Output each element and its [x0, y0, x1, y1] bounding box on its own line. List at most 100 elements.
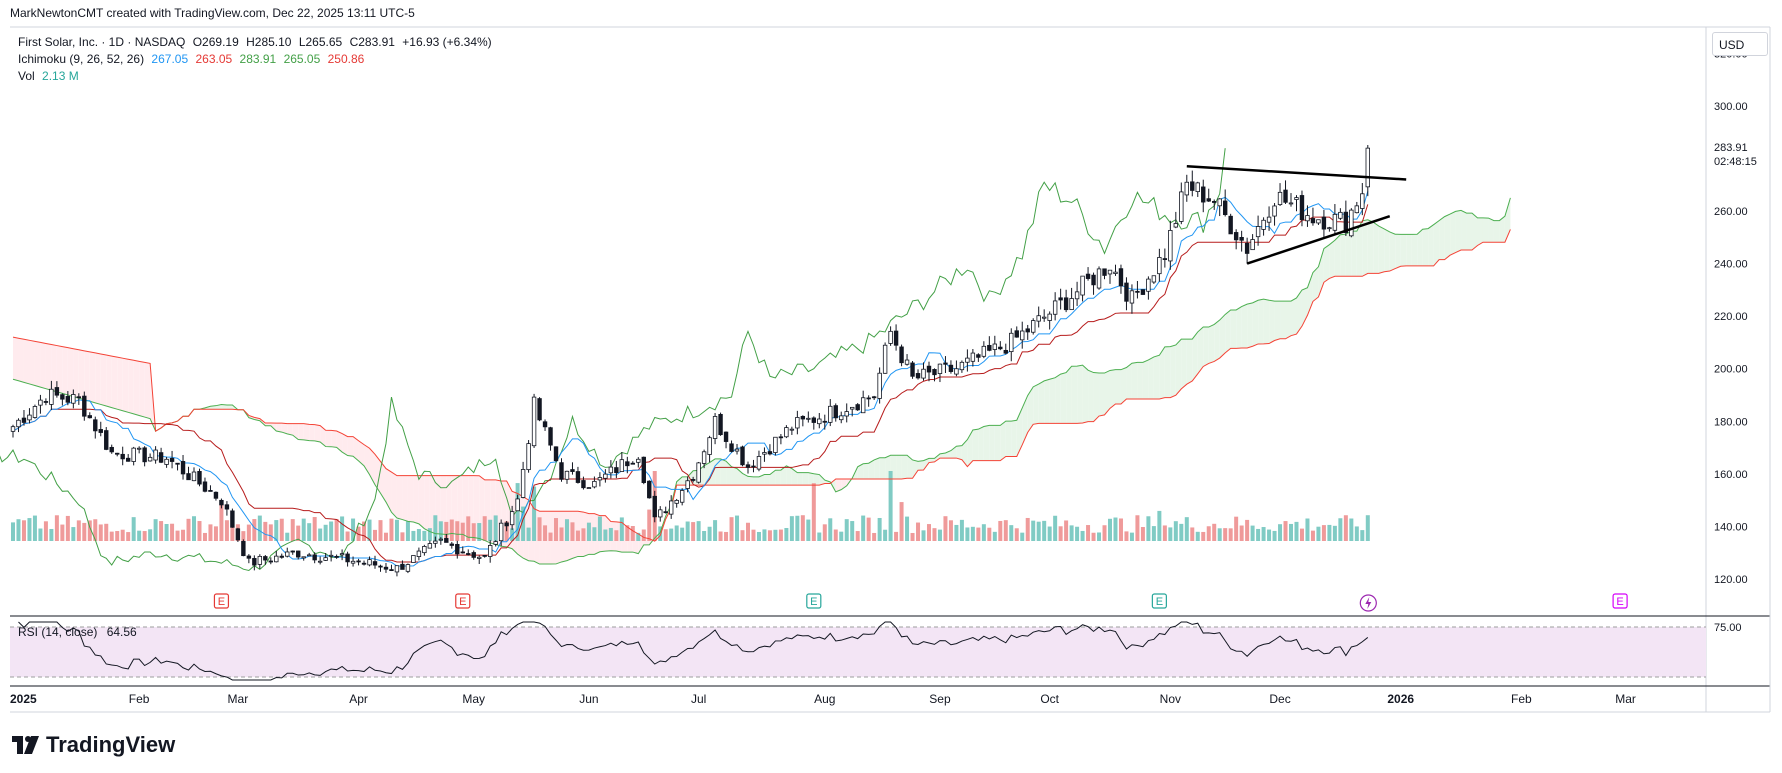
candle-body	[663, 511, 668, 514]
cloud-segment	[874, 457, 880, 479]
candle-body	[1294, 197, 1299, 200]
volume-bar	[696, 521, 701, 541]
volume-bar	[1212, 523, 1217, 541]
earnings-marker-letter: E	[810, 596, 817, 608]
cloud-segment	[1071, 366, 1078, 424]
cloud-segment	[1208, 324, 1215, 364]
volume-bar	[543, 525, 548, 541]
cloud-segment	[907, 455, 913, 479]
candle-body	[350, 560, 356, 564]
volume-bar	[828, 518, 833, 541]
volume-bar	[21, 520, 26, 541]
candle-body	[970, 352, 976, 362]
volume-bar	[285, 532, 290, 541]
volume-bar	[850, 521, 855, 541]
cloud-segment	[720, 458, 727, 486]
cloud-segment	[1433, 220, 1440, 266]
candle-body	[422, 546, 427, 554]
next-earnings-marker	[1612, 593, 1628, 609]
cloud-segment	[1411, 234, 1418, 266]
volume-bar	[471, 523, 476, 541]
cloud-segment	[1164, 346, 1171, 398]
ichimoku-legend-row[interactable]: Ichimoku (9, 26, 52, 26) 267.05 263.05 2…	[18, 51, 496, 68]
cloud-segment	[1499, 216, 1505, 243]
candle-body	[817, 418, 822, 425]
last-price-label: 283.91	[1714, 142, 1748, 154]
currency-button[interactable]: USD	[1712, 32, 1768, 56]
volume-bar	[724, 531, 729, 541]
volume-legend-row[interactable]: Vol 2.13 M	[18, 68, 496, 85]
tradingview-logo[interactable]: TradingView	[12, 732, 175, 758]
volume-bar	[789, 516, 794, 541]
candle-body	[433, 540, 438, 544]
time-tick-label: Jul	[691, 692, 706, 706]
volume-bars	[11, 471, 1370, 541]
countdown-label: 02:48:15	[1714, 156, 1757, 168]
volume-bar	[888, 471, 893, 541]
candle-body	[27, 414, 32, 421]
candle-body	[866, 397, 871, 400]
time-tick-label: Oct	[1040, 692, 1059, 706]
volume-bar	[416, 529, 421, 541]
price-tick-label: 260.00	[1714, 206, 1748, 218]
candle-body	[1157, 257, 1162, 275]
volume-bar	[115, 531, 120, 541]
candle-body	[899, 346, 904, 364]
cloud-segment	[1214, 320, 1220, 362]
volume-bar	[1294, 521, 1299, 541]
volume-bar	[290, 519, 295, 541]
candle-body	[1195, 182, 1200, 193]
volume-bar	[1020, 532, 1025, 541]
cloud-segment	[764, 474, 770, 486]
cloud-segment	[813, 473, 820, 486]
candle-body	[921, 368, 926, 379]
candle-body	[1118, 268, 1124, 287]
time-axis[interactable]: 2025 Feb Mar Apr May Jun Jul Aug Sep Oct Nov Dec 202…	[10, 692, 1636, 706]
time-tick-label: Nov	[1160, 692, 1181, 706]
cloud-segment	[117, 357, 123, 411]
conversion-line-value: 267.05	[151, 52, 189, 66]
cloud-segment	[758, 474, 765, 486]
trendlines[interactable]	[1186, 165, 1407, 265]
volume-bar	[570, 522, 575, 541]
candle-body	[1360, 193, 1365, 209]
candle-body	[1349, 209, 1354, 237]
volume-bar	[340, 516, 345, 541]
rsi-level-label: 75.00	[1714, 622, 1742, 634]
volume-bar	[1014, 528, 1019, 541]
lagging-span-line	[0, 148, 1226, 572]
candle-body	[65, 396, 71, 403]
candle-body	[1025, 328, 1030, 333]
candle-body	[109, 446, 114, 453]
volume-bar	[1118, 518, 1123, 541]
candle-body	[597, 477, 603, 481]
cloud-segment	[1269, 300, 1275, 344]
candle-body	[800, 415, 806, 420]
cloud-segment	[1159, 346, 1165, 399]
volume-bar	[751, 529, 756, 541]
cloud-segment	[303, 423, 310, 441]
volume-bar	[444, 521, 449, 541]
rsi-legend[interactable]: RSI (14, close) 64.56	[18, 625, 137, 639]
candle-body	[614, 467, 619, 474]
last-price-tag: 283.91 02:48:15	[1707, 139, 1769, 170]
volume-bar	[345, 531, 350, 541]
time-tick-label: Mar	[1615, 692, 1636, 706]
candle-body	[575, 471, 581, 483]
volume-bar	[1184, 517, 1189, 541]
chart-credit: MarkNewtonCMT created with TradingView.c…	[10, 6, 415, 20]
symbol-legend-row[interactable]: First Solar, Inc. · 1D · NASDAQ O269.19 …	[18, 34, 496, 51]
cloud-segment	[835, 478, 842, 492]
candle-body	[581, 480, 586, 489]
price-axis[interactable]: 120.00 140.00 160.00 180.00 200.00 220.00 240.…	[1714, 48, 1748, 586]
candle-body	[361, 562, 367, 565]
volume-bar	[1223, 528, 1228, 541]
volume-bar	[1173, 521, 1178, 541]
cloud-segment	[1016, 407, 1023, 457]
candle-body	[778, 436, 784, 439]
candle-body	[1146, 278, 1151, 292]
cloud-segment	[857, 463, 864, 479]
earnings-marker-letter: E	[1156, 596, 1163, 608]
